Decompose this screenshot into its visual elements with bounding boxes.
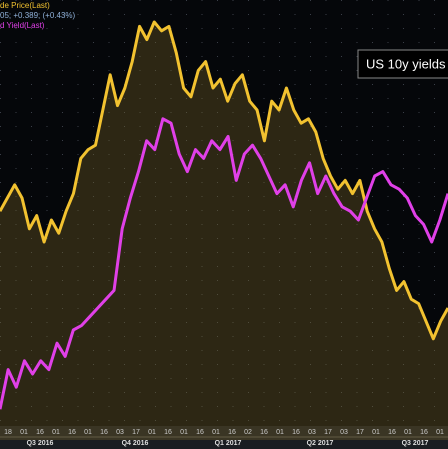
legend-entry: de Price(Last) (0, 1, 50, 10)
x-tick-label: 16 (196, 429, 204, 436)
x-tick-label: 01 (436, 429, 444, 436)
line (0, 117, 448, 410)
annotation-box (357, 49, 448, 79)
x-tick-label: 16 (260, 429, 268, 436)
x-tick-label: 17 (324, 429, 332, 436)
legend: de Price(Last)05; +0.389; (+0.43%)d Yiel… (0, 1, 76, 30)
x-tick-label: 16 (292, 429, 300, 436)
x-tick-label: 18 (4, 429, 12, 436)
x-tick-label: 16 (36, 429, 44, 436)
quarter-label: Q2 2017 (307, 440, 334, 447)
line (0, 20, 448, 341)
x-tick-label: 16 (164, 429, 172, 436)
x-tick-label: 01 (404, 429, 412, 436)
x-tick-label: 03 (308, 429, 316, 436)
quarter-label: Q3 2016 (27, 440, 54, 447)
x-tick-label: 01 (212, 429, 220, 436)
x-tick-label: 01 (276, 429, 284, 436)
x-tick-label: 01 (148, 429, 156, 436)
quarter-label: Q3 2017 (402, 440, 429, 447)
quarter-label: Q1 2017 (215, 440, 242, 447)
x-tick-label: 16 (100, 429, 108, 436)
x-tick-label: 01 (372, 429, 380, 436)
legend-entry: 05; +0.389; (+0.43%) (0, 11, 76, 20)
x-tick-label: 17 (356, 429, 364, 436)
x-tick-label: 16 (228, 429, 236, 436)
x-tick-label: 03 (340, 429, 348, 436)
x-tick-label: 16 (420, 429, 428, 436)
quarter-label: Q4 2016 (122, 440, 149, 447)
x-tick-label: 16 (388, 429, 396, 436)
x-tick-label: 02 (244, 429, 252, 436)
x-tick-label: 16 (68, 429, 76, 436)
x-tick-label: 17 (132, 429, 140, 436)
x-tick-label: 01 (180, 429, 188, 436)
x-tick-label: 01 (52, 429, 60, 436)
x-tick-label: 01 (20, 429, 28, 436)
legend-entry: d Yield(Last) (0, 21, 45, 30)
area (0, 22, 448, 440)
x-tick-label: 03 (116, 429, 124, 436)
x-tick-label: 01 (84, 429, 92, 436)
annotation: US 10y yields (366, 56, 446, 71)
